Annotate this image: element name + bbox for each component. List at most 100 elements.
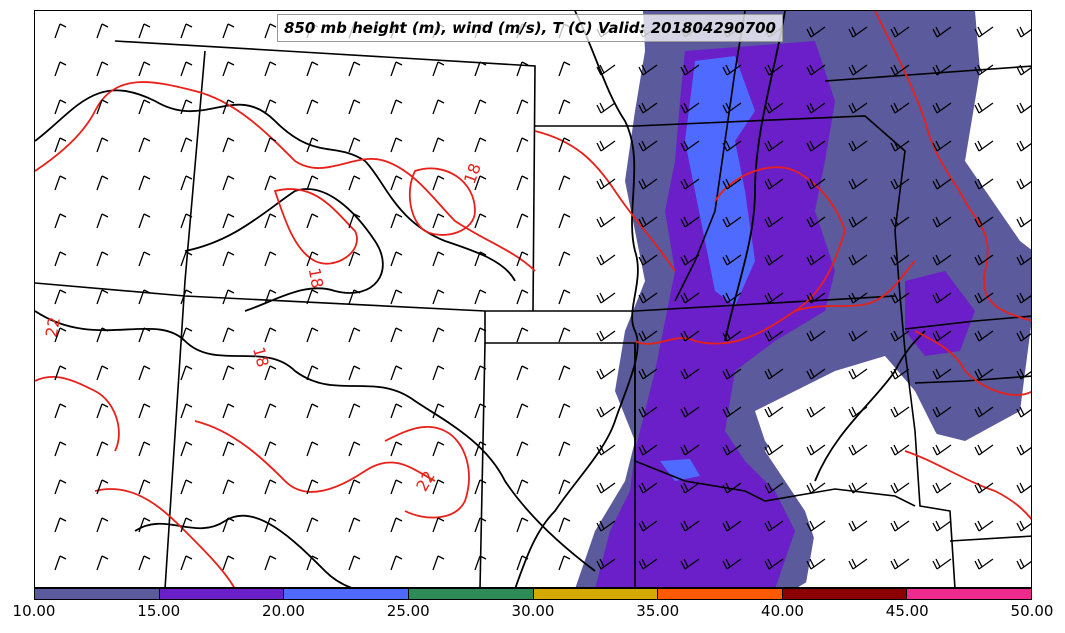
wind-barb: [54, 99, 67, 115]
wind-barb: [264, 251, 277, 267]
wind-barb: [638, 406, 658, 418]
wind-barb: [722, 102, 742, 114]
wind-barb: [222, 403, 235, 419]
wind-barb: [932, 482, 952, 494]
wind-barb: [848, 64, 868, 76]
wind-barb: [1016, 368, 1031, 380]
colorbar-tick-label: 40.00: [761, 602, 804, 620]
wind-barb: [974, 330, 994, 342]
wind-barb: [932, 254, 952, 266]
wind-barb: [722, 368, 742, 380]
wind-barb: [96, 555, 109, 571]
temperature-contour: [384, 426, 470, 519]
wind-barb: [806, 178, 826, 190]
wind-barb: [764, 254, 784, 266]
colorbar-segment: [907, 589, 1031, 599]
wind-barbs: [54, 23, 1031, 571]
wind-barb: [54, 441, 67, 457]
state-border: [164, 50, 206, 587]
temperature-contour: [408, 167, 476, 236]
wind-barb: [348, 403, 361, 419]
wind-barb: [638, 558, 658, 570]
wind-barb: [932, 102, 952, 114]
wind-barb: [306, 137, 319, 153]
wind-barb: [432, 137, 445, 153]
wind-barb: [54, 175, 67, 191]
wind-barb: [764, 406, 784, 418]
wind-barb: [348, 61, 361, 77]
wind-barb: [264, 365, 277, 381]
wind-barb: [848, 178, 868, 190]
wind-barb: [806, 520, 826, 532]
wind-barb: [516, 99, 529, 115]
wind-barb: [222, 327, 235, 343]
height-contour: [184, 188, 384, 312]
wind-barb: [558, 403, 571, 419]
colorbar-segment: [782, 589, 908, 599]
wind-barb: [264, 327, 277, 343]
wind-barb: [638, 444, 658, 456]
wind-barb: [432, 403, 445, 419]
wind-barb: [1016, 64, 1031, 76]
wind-barb: [54, 403, 67, 419]
wind-barb: [390, 251, 403, 267]
wind-barb: [516, 441, 529, 457]
wind-barb: [596, 216, 616, 228]
wind-barb: [516, 517, 529, 533]
wind-barb: [390, 99, 403, 115]
wind-barb: [390, 137, 403, 153]
wind-barb: [54, 555, 67, 571]
wind-barb: [806, 444, 826, 456]
wind-barb: [680, 406, 700, 418]
colorbar-segment: [408, 589, 534, 599]
wind-barb: [764, 102, 784, 114]
wind-barb: [596, 444, 616, 456]
wind-barb: [390, 555, 403, 571]
wind-barb: [558, 365, 571, 381]
wind-barb: [1016, 482, 1031, 494]
wind-barb: [180, 137, 193, 153]
wind-barb: [974, 292, 994, 304]
wind-barb: [558, 175, 571, 191]
wind-barb: [180, 289, 193, 305]
wind-barb: [974, 444, 994, 456]
wind-barb: [890, 102, 910, 114]
colorbar-tick-label: 50.00: [1010, 602, 1054, 620]
wind-barb: [474, 441, 487, 457]
wind-barb: [722, 64, 742, 76]
wind-barb: [138, 479, 151, 495]
state-border: [914, 375, 1031, 384]
river-border: [674, 11, 746, 302]
height-contours: [35, 11, 926, 587]
wind-barb: [222, 365, 235, 381]
wind-barb: [974, 178, 994, 190]
wind-barb: [138, 289, 151, 305]
wind-barb: [848, 558, 868, 570]
wind-barb: [390, 479, 403, 495]
wind-barb: [474, 213, 487, 229]
wind-barb: [806, 482, 826, 494]
wind-barb: [680, 330, 700, 342]
wind-barb: [474, 99, 487, 115]
wind-barb: [432, 175, 445, 191]
wind-barb: [596, 520, 616, 532]
wind-barb: [390, 517, 403, 533]
wind-barb: [306, 175, 319, 191]
wind-barb: [596, 406, 616, 418]
wind-barb: [848, 520, 868, 532]
wind-barb: [348, 441, 361, 457]
wind-barb: [848, 444, 868, 456]
wind-barb: [390, 403, 403, 419]
wind-barb: [1016, 140, 1031, 152]
wind-barb: [474, 175, 487, 191]
wind-barb: [722, 254, 742, 266]
wind-barb: [638, 520, 658, 532]
wind-barb: [474, 403, 487, 419]
colorbar-tick-label: 45.00: [885, 602, 929, 620]
wind-barb: [306, 517, 319, 533]
colorbar-tick-label: 25.00: [386, 602, 430, 620]
temperature-contour: [94, 488, 235, 587]
wind-barb: [390, 213, 403, 229]
wind-barb: [806, 368, 826, 380]
wind-barb: [264, 403, 277, 419]
